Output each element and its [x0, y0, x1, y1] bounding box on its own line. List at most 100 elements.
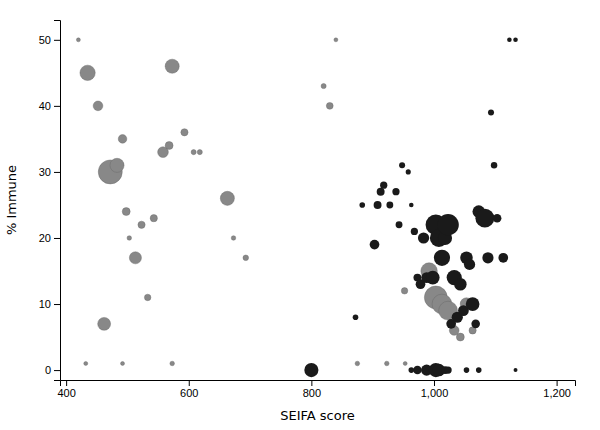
axis-line — [61, 381, 576, 387]
bubble — [409, 203, 414, 208]
plot: 400 600 800 1,000 1,200 0 10 20 30 40 50 — [39, 21, 576, 399]
bubble — [514, 368, 518, 372]
bubble — [121, 362, 125, 366]
tick-label: 40 — [39, 100, 51, 112]
bubble — [191, 150, 196, 155]
series — [76, 38, 476, 366]
bubble — [418, 232, 429, 243]
tick: 1,200 — [543, 380, 571, 399]
bubble — [93, 101, 103, 111]
tick-mark — [54, 172, 60, 173]
bubble — [498, 253, 508, 263]
tick: 30 — [39, 166, 60, 178]
points — [76, 38, 517, 378]
tick-label: 20 — [39, 232, 51, 244]
bubble — [165, 142, 173, 150]
series — [304, 38, 518, 378]
tick-mark — [54, 40, 60, 41]
tick-label: 600 — [180, 387, 198, 399]
bubble — [406, 169, 411, 174]
bubble — [84, 362, 88, 366]
bubble — [471, 320, 480, 329]
bubble — [403, 362, 407, 366]
tick-label: 0 — [45, 364, 51, 376]
bubble — [513, 38, 518, 43]
bubble — [220, 191, 234, 205]
bubble — [359, 202, 365, 208]
tick-mark — [557, 380, 558, 386]
bubble — [76, 38, 80, 42]
bubble — [454, 278, 467, 291]
y-axis-title: % Immune — [4, 165, 19, 235]
tick: 400 — [57, 380, 75, 399]
tick: 800 — [303, 380, 321, 399]
bubble — [464, 367, 470, 373]
bubble — [444, 366, 451, 373]
bubble — [411, 228, 418, 235]
bubble — [380, 182, 387, 189]
bubble — [434, 250, 450, 266]
bubble — [401, 288, 407, 294]
bubble — [127, 236, 132, 241]
bubble — [231, 236, 236, 241]
tick-mark — [54, 370, 60, 371]
bubble — [476, 367, 482, 373]
tick: 10 — [39, 298, 60, 310]
tick-label: 800 — [303, 387, 321, 399]
tick: 40 — [39, 100, 60, 112]
bubble — [98, 317, 111, 330]
tick: 600 — [180, 380, 198, 399]
bubble — [321, 83, 326, 88]
bubble — [181, 129, 188, 136]
tick: 0 — [45, 364, 60, 376]
bubble — [138, 221, 145, 228]
tick-mark — [54, 238, 60, 239]
bubble — [353, 314, 359, 320]
bubble — [110, 158, 124, 172]
bubble — [386, 202, 393, 209]
bubble — [413, 366, 422, 375]
tick-mark — [66, 380, 67, 386]
bubble — [122, 208, 130, 216]
bubble — [377, 188, 385, 196]
tick-mark — [54, 304, 60, 305]
bubble — [304, 363, 318, 377]
tick: 1,000 — [421, 380, 449, 399]
bubble — [392, 188, 399, 195]
tick-mark — [189, 380, 190, 386]
bubble — [170, 361, 175, 366]
bubble — [466, 297, 480, 311]
y-axis: 0 10 20 30 40 50 — [39, 21, 61, 381]
x-axis: 400 600 800 1,000 1,200 — [57, 380, 575, 399]
bubble — [488, 109, 494, 115]
bubble — [384, 361, 389, 366]
tick-label: 10 — [39, 298, 51, 310]
tick: 20 — [39, 232, 60, 244]
bubble — [475, 209, 494, 228]
bubble — [197, 150, 202, 155]
bubble — [144, 294, 150, 300]
tick-mark — [54, 106, 60, 107]
bubble — [426, 271, 440, 285]
bubble — [507, 38, 512, 43]
bubble — [482, 252, 493, 263]
bubble — [118, 135, 127, 144]
tick-label: 400 — [57, 387, 75, 399]
bubble — [334, 38, 338, 42]
bubble — [150, 215, 157, 222]
x-axis-title: SEIFA score — [280, 408, 355, 423]
bubble — [165, 59, 179, 73]
tick-label: 50 — [39, 34, 51, 46]
bubble — [80, 65, 95, 80]
tick-label: 30 — [39, 166, 51, 178]
tick: 50 — [39, 34, 60, 46]
tick-mark — [311, 380, 312, 386]
bubble — [493, 214, 502, 223]
bubble — [355, 361, 360, 366]
bubble — [243, 255, 249, 261]
tick-label: 1,000 — [421, 387, 449, 399]
chart: 400 600 800 1,000 1,200 0 10 20 30 40 50 SEIFA scor… — [0, 0, 600, 430]
bubble — [326, 102, 333, 109]
tick-mark — [434, 380, 435, 386]
axis-line — [54, 21, 61, 381]
